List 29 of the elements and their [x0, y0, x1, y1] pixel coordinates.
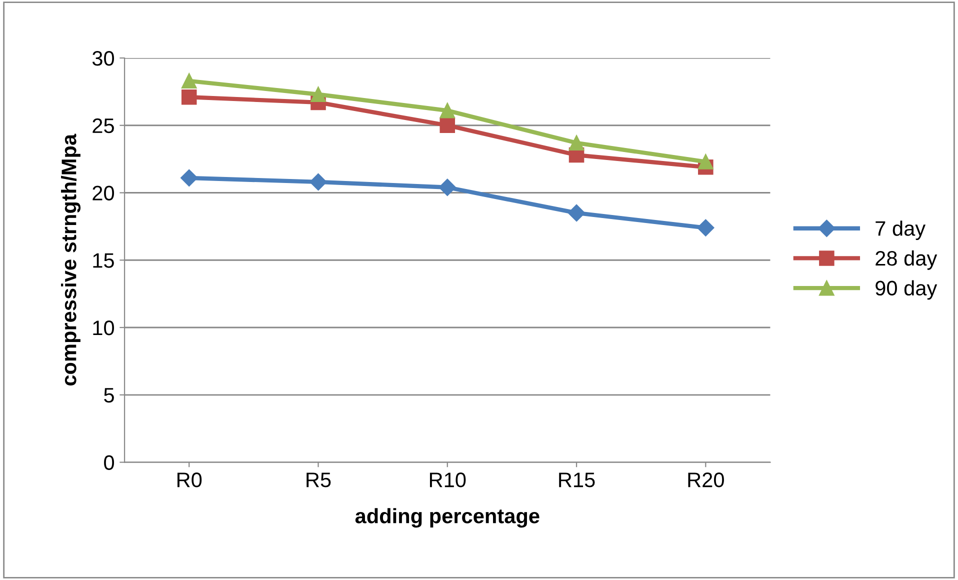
y-tick-label: 20	[92, 186, 114, 201]
y-tick-label: 15	[93, 253, 114, 268]
legend-label: 7 day	[876, 220, 926, 240]
x-tick-label: R20	[688, 472, 724, 488]
x-tick-label: R15	[559, 472, 595, 488]
x-tick-label: R5	[306, 472, 331, 488]
y-tick-label: 30	[92, 51, 114, 66]
legend-label: 28 day	[876, 250, 938, 270]
point	[698, 154, 714, 170]
point	[440, 102, 456, 118]
y-tick-label: 0	[104, 455, 114, 470]
y-tick-label: 10	[93, 320, 114, 336]
x-axis-title: adding percentage	[355, 508, 540, 528]
point	[568, 204, 586, 222]
y-tick-label: 25	[92, 118, 114, 134]
point	[697, 219, 714, 236]
y-tick-label: 5	[104, 388, 114, 403]
point	[181, 73, 197, 89]
point	[438, 178, 456, 196]
point	[180, 169, 198, 186]
point	[440, 118, 456, 134]
point	[310, 173, 327, 191]
point	[181, 89, 197, 105]
x-tick-label: R10	[430, 472, 466, 488]
y-axis-title: compressive strngth/Mpa	[61, 134, 81, 386]
x-tick-label: R0	[178, 472, 202, 488]
legend-label: 90 day	[876, 280, 938, 300]
point	[310, 86, 326, 102]
point	[568, 135, 584, 151]
